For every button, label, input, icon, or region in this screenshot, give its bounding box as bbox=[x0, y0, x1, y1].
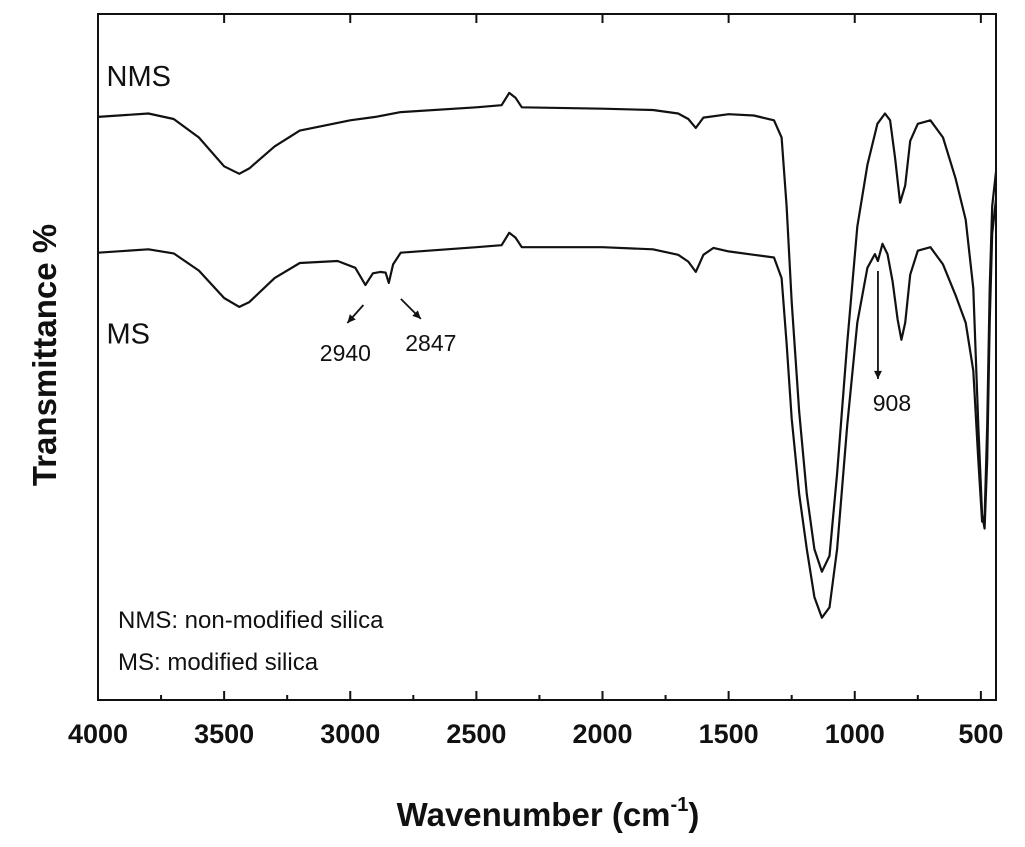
series-group: NMS MS bbox=[97, 61, 998, 619]
y-axis-title: Transmittance % bbox=[26, 224, 63, 486]
x-tick-label-1000: 1000 bbox=[825, 719, 885, 749]
x-tick-label-2500: 2500 bbox=[446, 719, 506, 749]
x-tick-label-3500: 3500 bbox=[194, 719, 254, 749]
annotation-label-2847: 2847 bbox=[405, 330, 456, 356]
x-axis-title-main: Wavenumber (cm bbox=[397, 796, 671, 833]
legend-note-nms: NMS: non-modified silica bbox=[118, 607, 384, 634]
plot-frame bbox=[97, 13, 997, 701]
x-tick-label-3000: 3000 bbox=[320, 719, 380, 749]
series-label-nms: NMS bbox=[107, 61, 171, 93]
x-tick-label-2000: 2000 bbox=[572, 719, 632, 749]
x-axis-title-superscript: -1 bbox=[671, 794, 689, 816]
x-tick-label-500: 500 bbox=[958, 719, 1003, 749]
annotation-arrowhead-2940 bbox=[347, 314, 356, 323]
plot-area bbox=[97, 13, 997, 701]
series-line-nms bbox=[97, 91, 998, 573]
annotation-label-908: 908 bbox=[873, 390, 911, 416]
annotation-arrowhead-2847 bbox=[412, 310, 421, 319]
x-axis-title: Wavenumber (cm-1) bbox=[397, 794, 700, 833]
annotation-arrowhead-908 bbox=[874, 370, 882, 379]
x-tick-label-4000: 4000 bbox=[68, 719, 128, 749]
x-axis-title-close: ) bbox=[688, 796, 699, 833]
x-tick-label-1500: 1500 bbox=[699, 719, 759, 749]
annotation-label-2940: 2940 bbox=[320, 340, 371, 366]
legend-note-ms: MS: modified silica bbox=[118, 649, 319, 676]
series-line-ms bbox=[97, 171, 998, 619]
x-axis: 4000 3500 3000 2500 2000 1500 1000 500 bbox=[68, 14, 1003, 749]
annotation-group: 2940 2847 908 bbox=[320, 270, 911, 416]
series-label-ms: MS bbox=[107, 318, 150, 350]
